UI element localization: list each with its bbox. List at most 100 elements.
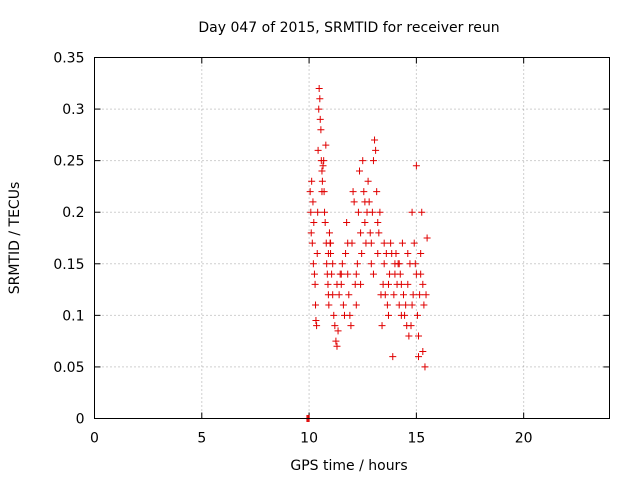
data-point xyxy=(369,270,377,278)
data-point xyxy=(390,291,398,299)
data-point xyxy=(396,270,404,278)
chart-title: Day 047 of 2015, SRMTID for receiver reu… xyxy=(198,20,499,36)
data-point xyxy=(316,95,324,103)
data-point xyxy=(400,291,407,299)
data-point xyxy=(317,126,325,134)
data-point xyxy=(397,311,405,319)
data-point xyxy=(318,167,326,175)
y-tick-label: 0.05 xyxy=(53,360,84,376)
data-point xyxy=(333,342,341,350)
data-point xyxy=(328,270,336,278)
data-point xyxy=(329,260,337,268)
data-point xyxy=(378,322,386,330)
data-point xyxy=(404,249,412,257)
data-point xyxy=(367,239,375,247)
data-point xyxy=(335,291,343,299)
data-point xyxy=(319,162,327,170)
data-point xyxy=(395,301,403,309)
data-point xyxy=(339,301,347,309)
data-point xyxy=(369,157,377,165)
data-point xyxy=(333,280,341,288)
data-point xyxy=(318,188,326,196)
data-point xyxy=(344,270,352,278)
data-point xyxy=(309,260,317,268)
data-points xyxy=(303,84,431,422)
data-point xyxy=(312,317,320,325)
data-point xyxy=(413,311,421,319)
data-point xyxy=(398,239,406,247)
data-point xyxy=(318,177,326,185)
data-point xyxy=(367,260,375,268)
data-point xyxy=(337,270,345,278)
data-point xyxy=(322,141,330,149)
data-point xyxy=(344,239,352,247)
data-point xyxy=(316,115,324,123)
data-point xyxy=(313,249,321,257)
data-point xyxy=(372,146,380,154)
data-point xyxy=(357,280,365,288)
data-point xyxy=(308,239,316,247)
data-point xyxy=(314,146,322,154)
data-point xyxy=(352,301,360,309)
data-point xyxy=(411,260,419,268)
data-point xyxy=(312,301,320,309)
data-point xyxy=(418,208,426,216)
data-point xyxy=(324,280,332,288)
data-point xyxy=(392,249,400,257)
data-point xyxy=(308,177,316,185)
axis-ticks: 0 5 10 15 20 0 0.05 0.1 0.15 0.2 0.25 0.3 0.35 xyxy=(53,51,610,447)
data-point xyxy=(345,291,353,299)
data-point xyxy=(358,249,366,257)
data-point xyxy=(330,311,338,319)
y-tick-label: 0.1 xyxy=(62,308,84,324)
data-point xyxy=(315,105,323,113)
data-point xyxy=(419,280,427,288)
data-point xyxy=(412,270,420,278)
data-point xyxy=(325,301,333,309)
data-point xyxy=(310,270,318,278)
data-point xyxy=(405,332,413,340)
data-point xyxy=(338,260,346,268)
data-point xyxy=(343,219,351,227)
data-point xyxy=(329,291,337,299)
x-tick-label: 15 xyxy=(407,431,425,447)
data-point xyxy=(321,219,329,227)
data-point xyxy=(320,157,328,165)
data-point xyxy=(352,270,360,278)
data-point xyxy=(349,188,357,196)
data-point xyxy=(404,280,412,288)
data-point xyxy=(361,219,369,227)
data-point xyxy=(357,229,365,237)
data-point xyxy=(347,322,355,330)
data-point xyxy=(381,291,389,299)
data-point xyxy=(313,322,321,330)
x-tick-label: 0 xyxy=(90,431,99,447)
y-tick-label: 0.3 xyxy=(62,102,84,118)
x-tick-label: 5 xyxy=(197,431,206,447)
data-point xyxy=(387,239,395,247)
x-tick-label: 10 xyxy=(300,431,318,447)
data-point xyxy=(371,136,379,144)
data-point xyxy=(373,188,381,196)
data-point xyxy=(422,291,430,299)
y-tick-label: 0.15 xyxy=(53,257,84,273)
data-point xyxy=(307,208,315,216)
data-point xyxy=(325,229,333,237)
data-point xyxy=(416,291,424,299)
data-point xyxy=(410,239,418,247)
data-point xyxy=(366,229,374,237)
data-point xyxy=(409,291,417,299)
data-point xyxy=(408,208,416,216)
data-point xyxy=(327,239,335,247)
data-point xyxy=(380,260,388,268)
data-point xyxy=(323,260,331,268)
x-tick-label: 20 xyxy=(515,431,533,447)
data-point xyxy=(334,327,342,335)
data-point xyxy=(402,301,410,309)
data-point xyxy=(361,198,369,206)
data-point xyxy=(421,363,429,371)
data-point xyxy=(420,301,428,309)
data-point xyxy=(423,234,431,242)
data-point xyxy=(324,249,332,257)
